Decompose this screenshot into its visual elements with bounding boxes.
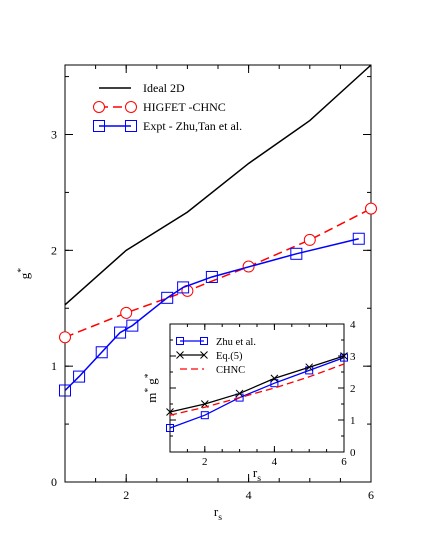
y-tick-label: 0: [51, 475, 57, 489]
inset-x-axis-label: rs: [253, 465, 261, 484]
data-point: [59, 384, 71, 397]
inset-legend-label: CHNC: [216, 365, 245, 376]
inset-data-point: [305, 363, 314, 372]
legend-item: Expt - Zhu,Tan et al.: [93, 119, 242, 133]
x-tick-label: 6: [368, 488, 374, 502]
inset-data-point: [270, 379, 279, 388]
inset-legend-item: Eq.(5): [176, 351, 243, 362]
inset-y-tick-label: 4: [350, 319, 356, 331]
series-line: [64, 238, 359, 392]
inset-legend-marker: [176, 351, 184, 359]
data-point: [95, 346, 108, 359]
inset-legend-item: CHNC: [180, 365, 245, 376]
inset-data-point: [166, 424, 174, 432]
inset-legend-item: Zhu et al.: [176, 337, 256, 348]
inset-legend-marker: [200, 337, 208, 345]
series-higfet-chnc: [59, 202, 377, 344]
data-point: [177, 281, 190, 294]
inset-data-point: [200, 411, 209, 420]
series-expt-zhu-tan-et-al: [59, 232, 365, 397]
y-tick-label: 3: [51, 128, 57, 142]
inset-y-tick-label: 3: [350, 351, 356, 363]
legend-marker: [125, 120, 137, 132]
inset-legend-label: Zhu et al.: [216, 337, 256, 348]
inset-frame: [169, 323, 345, 453]
legend-marker: [93, 101, 105, 113]
inset-y-tick-label: 2: [350, 383, 356, 395]
y-tick-label: 2: [51, 243, 57, 257]
series-ideal-2d: [64, 64, 372, 306]
legend-label: Expt - Zhu,Tan et al.: [143, 119, 242, 133]
series-line: [64, 207, 372, 338]
x-tick-label: 4: [246, 488, 252, 502]
data-point: [126, 319, 139, 332]
data-point: [205, 270, 218, 283]
inset-y-tick-label: 0: [350, 447, 356, 459]
legend-item: Ideal 2D: [99, 81, 185, 95]
inset-series-line: [169, 363, 345, 416]
data-point: [303, 233, 316, 246]
y-axis-label: g*: [16, 268, 32, 280]
inset-legend: Zhu et al. Eq.(5) CHNC: [176, 337, 256, 376]
inset-legend-marker: [176, 337, 184, 345]
data-point: [352, 232, 365, 245]
inset-legend-marker: [200, 351, 208, 359]
inset-y-tick-label: 1: [350, 415, 356, 427]
x-tick-label: 2: [123, 488, 129, 502]
inset-series-chnc: [169, 363, 345, 416]
inset-y-axis-label: m*g*: [143, 373, 159, 403]
data-point: [161, 291, 174, 304]
legend-item: HIGFET -CHNC: [93, 100, 226, 114]
inset-data-point: [235, 389, 244, 398]
inset-x-tick-label: 4: [272, 456, 278, 468]
legend-label: Ideal 2D: [143, 81, 185, 95]
inset-series-line: [169, 355, 345, 413]
data-point: [59, 331, 71, 344]
inset-legend-label: Eq.(5): [216, 351, 243, 362]
inset-data-point: [270, 374, 279, 383]
legend-label: HIGFET -CHNC: [143, 100, 226, 114]
legend: Ideal 2D HIGFET -CHNC Expt - Zhu,Tan et al…: [93, 81, 242, 133]
x-axis-label: rs: [214, 504, 222, 523]
inset-data-point: [340, 352, 348, 360]
inset-x-tick-label: 6: [341, 456, 347, 468]
y-tick-label: 1: [51, 359, 57, 373]
inset-plot: 2 4 60 1 2 3 4 rs m*g* Zhu et al. Eq.(5) CHNC: [143, 319, 356, 484]
data-point: [365, 202, 377, 215]
data-point: [290, 247, 303, 260]
inset-axes: 2 4 60 1 2 3 4: [169, 319, 356, 468]
legend-marker: [93, 120, 105, 132]
series-line: [64, 64, 372, 306]
inset-series-line: [169, 356, 345, 429]
data-point: [120, 306, 133, 319]
data-point: [114, 326, 127, 339]
legend-marker: [125, 101, 137, 113]
data-point: [73, 370, 86, 383]
inset-x-tick-label: 2: [202, 456, 208, 468]
